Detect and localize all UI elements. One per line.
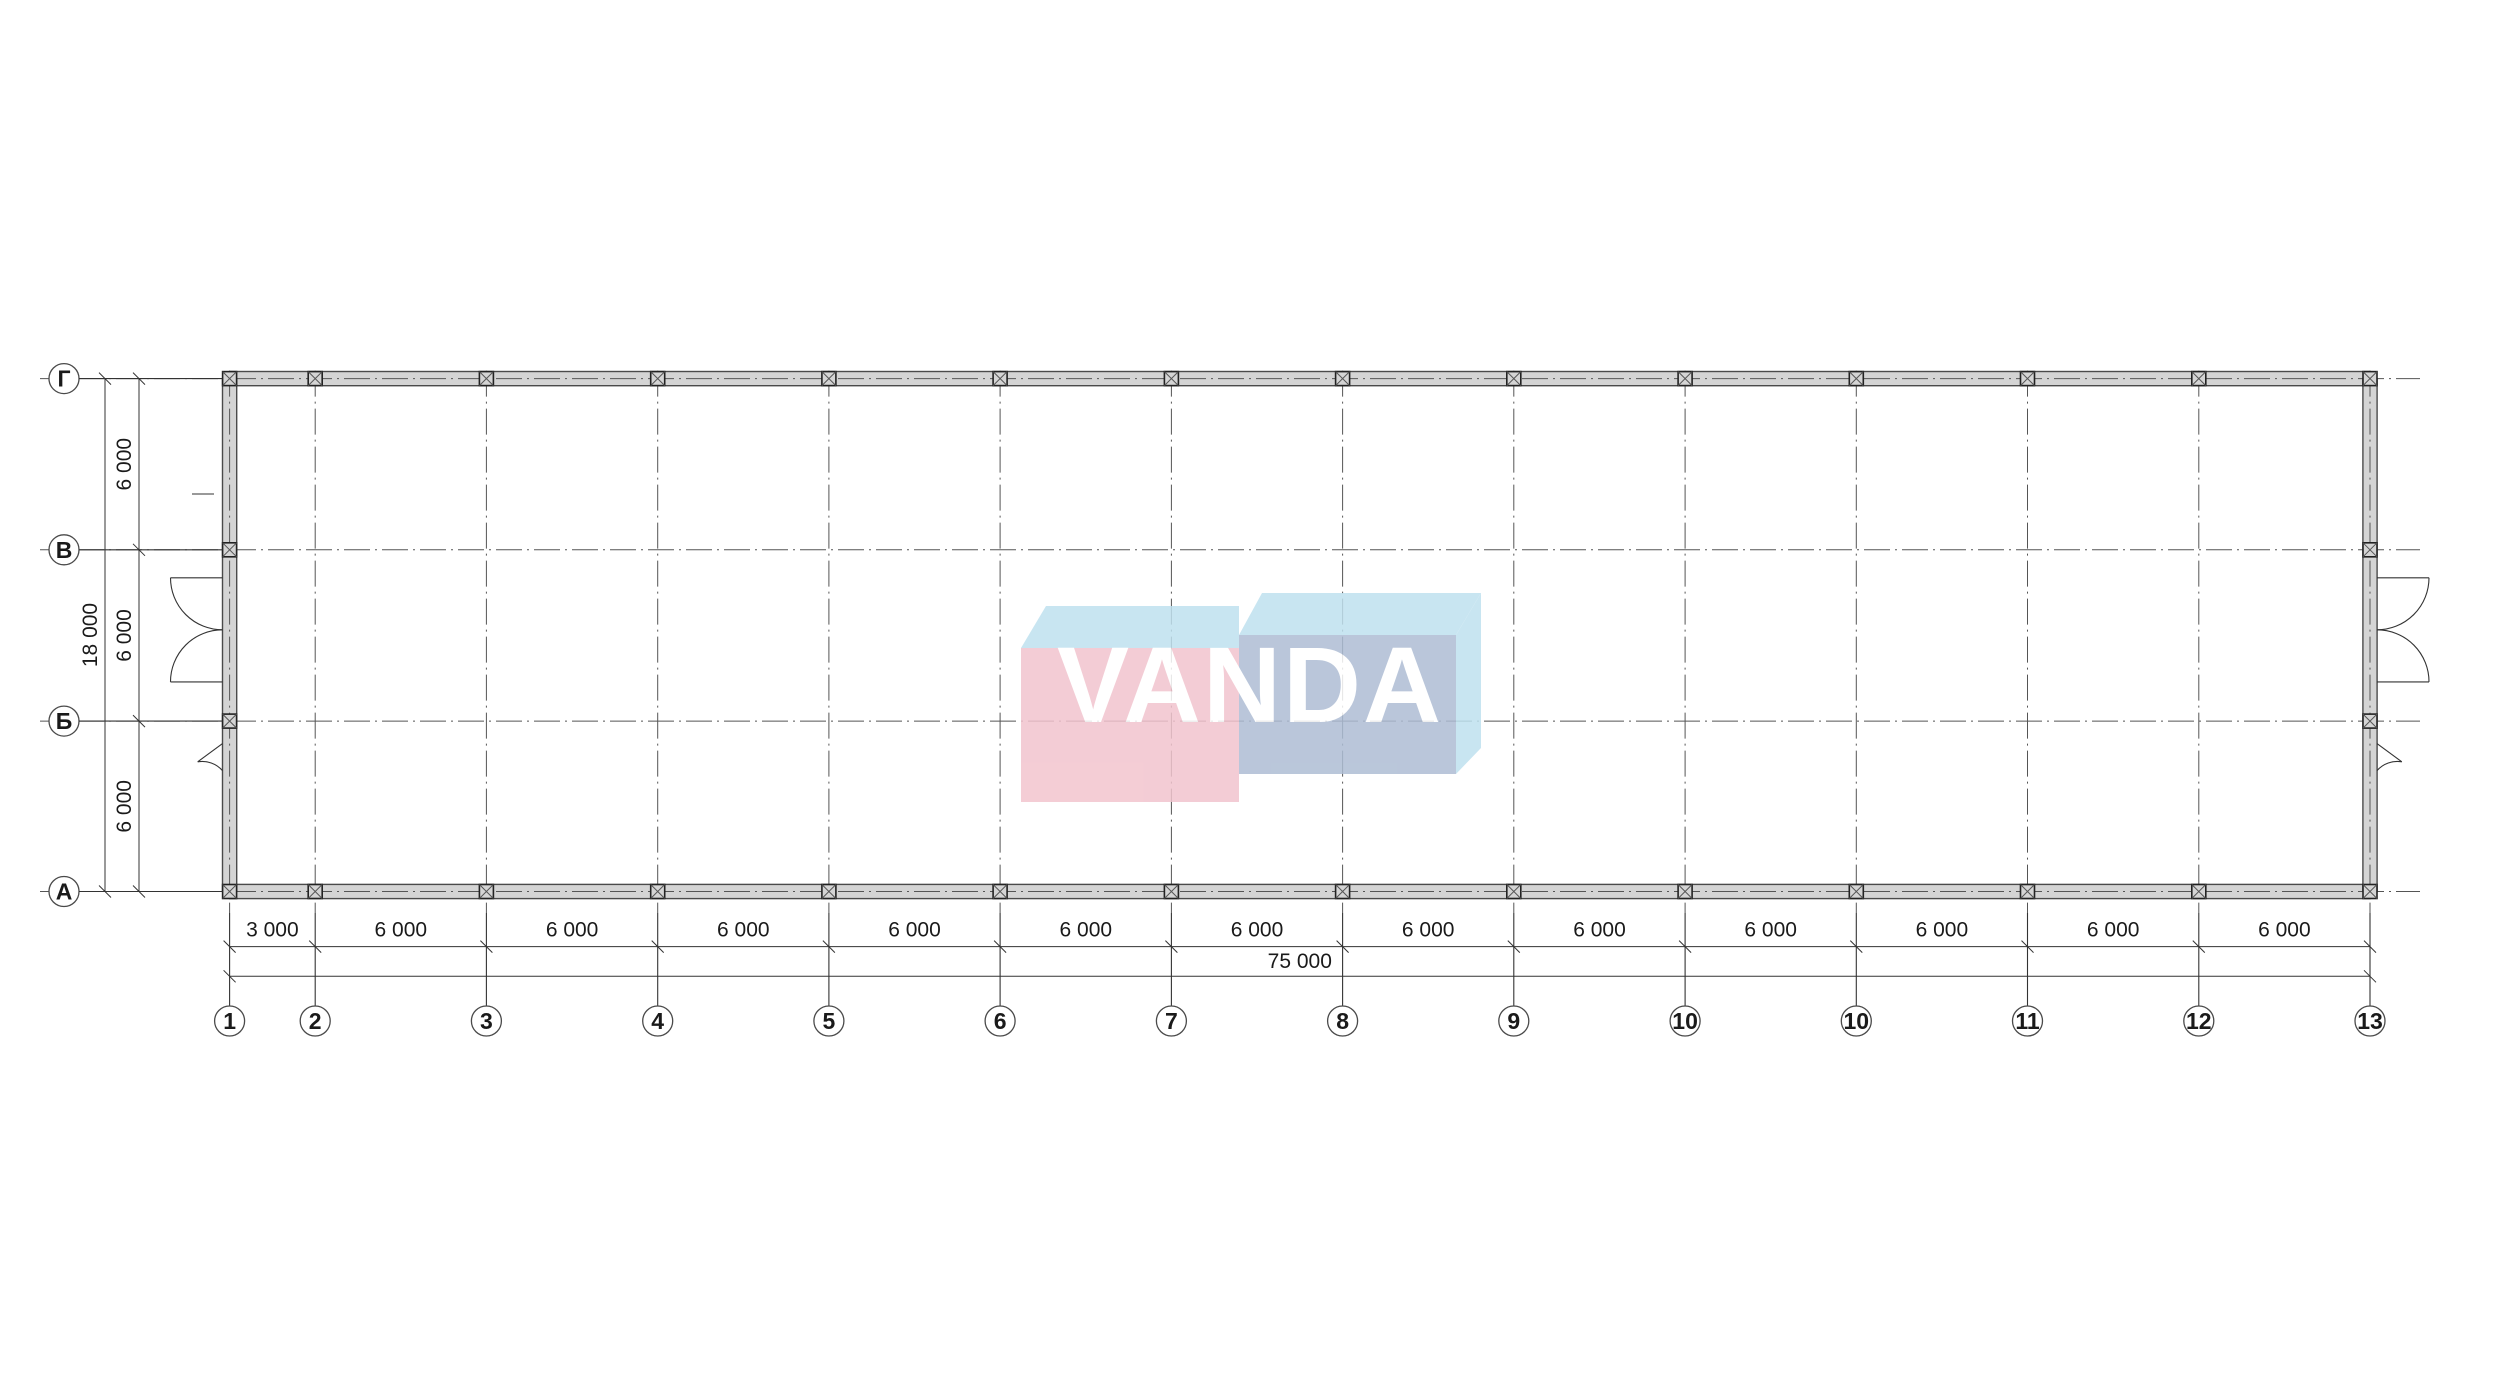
- svg-text:6: 6: [994, 1008, 1007, 1034]
- svg-text:Б: Б: [56, 708, 73, 734]
- svg-text:1: 1: [223, 1008, 236, 1034]
- svg-text:9: 9: [1507, 1008, 1520, 1034]
- svg-text:3: 3: [480, 1008, 493, 1034]
- svg-text:3 000: 3 000: [246, 919, 299, 942]
- svg-text:6 000: 6 000: [1231, 919, 1284, 942]
- svg-text:А: А: [56, 879, 73, 905]
- svg-text:6 000: 6 000: [1060, 919, 1113, 942]
- svg-text:75 000: 75 000: [1268, 950, 1332, 973]
- svg-text:Г: Г: [57, 366, 70, 392]
- svg-text:2: 2: [309, 1008, 322, 1034]
- svg-text:12: 12: [2186, 1008, 2212, 1034]
- svg-text:6 000: 6 000: [375, 919, 428, 942]
- svg-text:11: 11: [2015, 1008, 2040, 1034]
- svg-text:6 000: 6 000: [1916, 919, 1969, 942]
- svg-text:6 000: 6 000: [546, 919, 599, 942]
- svg-text:6 000: 6 000: [113, 438, 136, 491]
- svg-text:6 000: 6 000: [2258, 919, 2311, 942]
- svg-text:6 000: 6 000: [1402, 919, 1455, 942]
- svg-text:6 000: 6 000: [1744, 919, 1797, 942]
- svg-text:6 000: 6 000: [113, 780, 136, 833]
- svg-text:8: 8: [1336, 1008, 1349, 1034]
- svg-text:13: 13: [2357, 1008, 2383, 1034]
- svg-text:VANDA: VANDA: [1057, 624, 1443, 745]
- svg-text:7: 7: [1165, 1008, 1178, 1034]
- svg-text:10: 10: [1844, 1008, 1870, 1034]
- svg-text:4: 4: [651, 1008, 664, 1034]
- svg-text:6 000: 6 000: [717, 919, 770, 942]
- svg-text:В: В: [56, 537, 73, 563]
- svg-text:18 000: 18 000: [79, 603, 102, 667]
- svg-text:6 000: 6 000: [113, 609, 136, 662]
- svg-text:6 000: 6 000: [2087, 919, 2140, 942]
- svg-text:6 000: 6 000: [888, 919, 941, 942]
- svg-text:10: 10: [1672, 1008, 1698, 1034]
- svg-text:5: 5: [823, 1008, 836, 1034]
- svg-text:6 000: 6 000: [1573, 919, 1626, 942]
